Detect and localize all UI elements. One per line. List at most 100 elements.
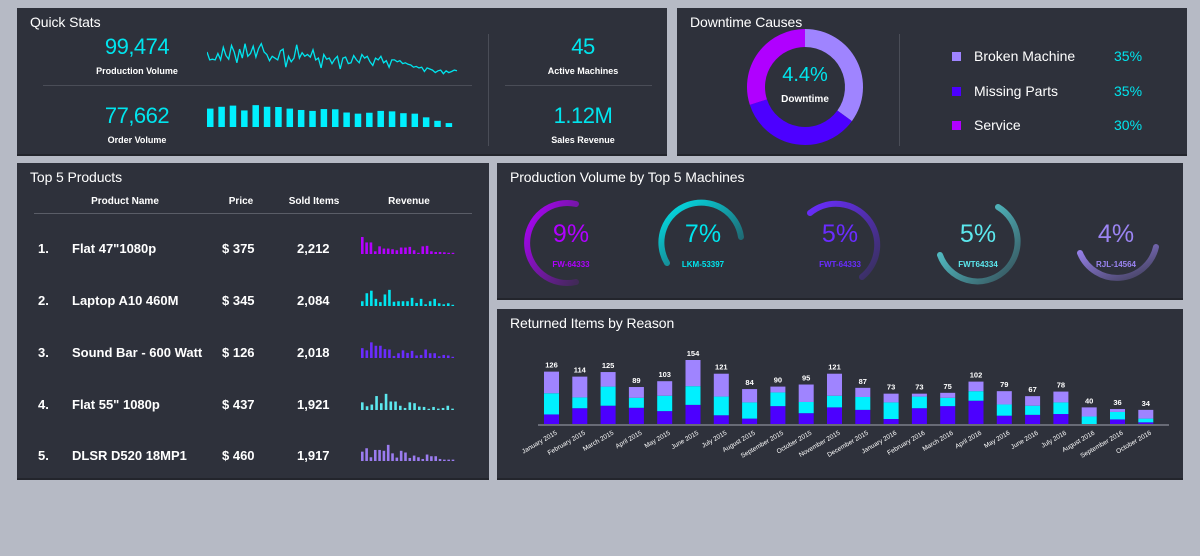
revenue-bar — [369, 457, 373, 461]
revenue-bar — [370, 404, 374, 410]
bar-segment — [572, 376, 588, 398]
x-tick-label: April 2016 — [954, 429, 983, 450]
gauge-arc — [1077, 244, 1159, 281]
revenue-bar — [446, 303, 450, 306]
revenue-bar — [380, 403, 383, 410]
divider — [505, 85, 652, 86]
revenue-bar — [374, 345, 378, 358]
bar-segment — [685, 386, 701, 405]
revenue-bar — [375, 396, 378, 410]
revenue-bar — [428, 301, 432, 306]
revenue-bar — [401, 301, 405, 306]
revenue-bar — [446, 405, 450, 410]
bar-segment — [1110, 411, 1125, 420]
revenue-bar — [361, 451, 364, 461]
product-name: Flat 55" 1080p — [72, 397, 160, 412]
product-sold-items: 2,018 — [297, 345, 330, 360]
revenue-bar — [379, 345, 382, 358]
revenue-bar — [373, 251, 377, 254]
order-bar — [366, 112, 373, 127]
bar-total-label: 73 — [915, 383, 923, 392]
revenue-bar — [447, 252, 450, 254]
machine-percent: 9% — [552, 220, 590, 248]
product-name: Flat 47"1080p — [72, 241, 157, 256]
header-divider — [34, 213, 472, 214]
revenue-bar — [432, 406, 435, 410]
revenue-bar — [408, 457, 412, 461]
production-volume-stat: 99,474 Production Volume — [67, 34, 207, 76]
revenue-bar — [386, 444, 390, 461]
x-tick-label: May 2015 — [643, 429, 672, 450]
revenue-bar — [374, 298, 378, 306]
bar-total-label: 87 — [859, 377, 867, 386]
revenue-bar — [421, 246, 425, 254]
top-products-panel: Top 5 Products Product Name Price Sold I… — [17, 163, 489, 480]
bar-total-label: 121 — [828, 363, 841, 372]
bar-segment — [1081, 416, 1097, 424]
row-rank: 4. — [38, 397, 49, 412]
bar-segment — [600, 405, 616, 424]
quick-stats-title: Quick Stats — [30, 14, 101, 30]
downtime-donut — [747, 29, 863, 145]
downtime-title: Downtime Causes — [690, 14, 803, 30]
row-rank: 3. — [38, 345, 49, 360]
bar-segment — [1138, 409, 1154, 419]
product-price: $ 460 — [222, 448, 255, 463]
revenue-bar — [395, 457, 399, 461]
machine-id: FWT-64333 — [819, 260, 861, 269]
bar-segment — [968, 391, 984, 401]
table-row[interactable]: 3. Sound Bar - 600 Watt $ 126 2,018 — [17, 342, 489, 363]
table-row[interactable]: 1. Flat 47"1080p $ 375 2,212 — [17, 237, 489, 259]
bar-segment — [827, 373, 842, 396]
bar-total-label: 114 — [574, 366, 587, 375]
revenue-bar — [399, 247, 403, 254]
order-bar — [286, 108, 294, 127]
bar-segment — [940, 397, 956, 407]
revenue-bar — [433, 298, 436, 306]
revenue-bar — [378, 449, 381, 461]
bar-segment — [1138, 422, 1154, 424]
machines-title: Production Volume by Top 5 Machines — [510, 169, 745, 185]
legend-label: Broken Machine — [974, 48, 1076, 64]
revenue-bar — [383, 294, 387, 306]
order-bar — [422, 117, 430, 127]
bar-segment — [685, 404, 701, 424]
column-header-revenue: Revenue — [388, 196, 430, 207]
gauge-arc — [807, 200, 881, 280]
revenue-bar — [451, 459, 455, 461]
legend-item-missing-parts: Missing Parts 35% — [952, 82, 1152, 100]
revenue-bar — [361, 402, 364, 410]
bar-segment — [657, 411, 673, 424]
revenue-bar — [427, 408, 431, 410]
table-row[interactable]: 5. DLSR D520 18MP1 $ 460 1,917 — [17, 444, 489, 466]
revenue-bar — [442, 354, 446, 358]
machine-id: RJL-14564 — [1095, 260, 1137, 269]
legend-swatch — [952, 120, 961, 130]
table-row[interactable]: 2. Laptop A10 460M $ 345 2,084 — [17, 289, 489, 311]
bar-total-label: 84 — [745, 378, 754, 387]
order-bar — [218, 106, 225, 127]
legend-item-broken-machine: Broken Machine 35% — [952, 47, 1152, 65]
revenue-bar — [369, 242, 373, 254]
bar-segment — [1025, 396, 1041, 406]
gauge-ring — [937, 204, 1021, 285]
revenue-bar — [437, 303, 441, 306]
order-volume-bars — [207, 105, 453, 127]
bar-segment — [628, 387, 644, 398]
table-row[interactable]: 4. Flat 55" 1080p $ 437 1,921 — [17, 393, 489, 415]
sales-revenue-stat: 1.12M Sales Revenue — [515, 103, 651, 145]
revenue-bar — [361, 237, 364, 254]
bar-segment — [855, 396, 871, 410]
revenue-bar — [392, 355, 396, 358]
bar-segment — [713, 373, 729, 397]
order-bar — [320, 109, 328, 127]
product-sold-items: 2,212 — [297, 241, 330, 256]
bar-total-label: 34 — [1142, 399, 1151, 408]
bar-segment — [628, 407, 644, 424]
machine-id: LKM-53397 — [681, 260, 725, 269]
revenue-bar — [391, 249, 394, 254]
legend-percent: 35% — [1114, 48, 1143, 64]
bar-segment — [940, 406, 956, 424]
revenue-bar — [425, 454, 429, 461]
